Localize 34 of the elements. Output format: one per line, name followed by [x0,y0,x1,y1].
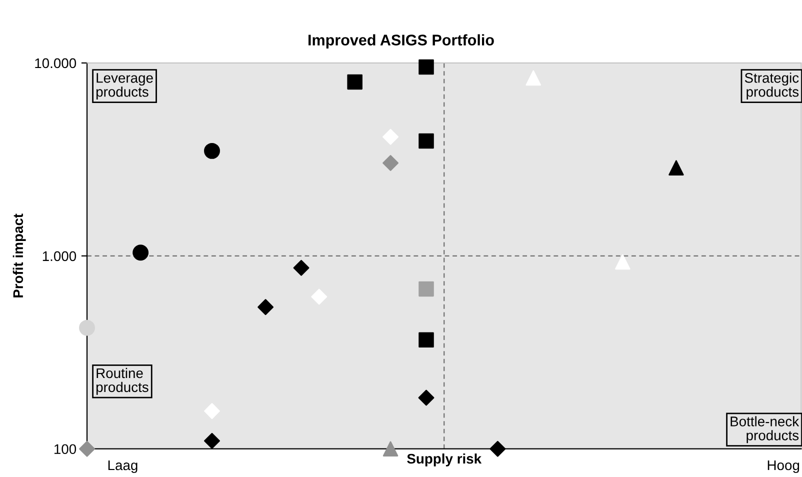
point [204,142,220,159]
annotation: Bottle-neck products [730,416,800,444]
point [418,133,434,149]
x-tick-label: Laag [108,460,138,473]
point [526,70,542,86]
annotation: Routine products [96,368,148,395]
point [311,288,328,305]
point [418,390,434,406]
annotation: Leverage products [96,73,153,100]
point [293,260,310,276]
y-axis-title: Profit impact [12,214,26,298]
x-tick-label: Hoog [768,460,800,473]
point [79,320,95,336]
point [418,59,434,75]
point [79,440,95,457]
y-tick-label: 1.000 [42,251,76,262]
x-axis-title: Supply risk [407,453,482,466]
point [132,244,149,261]
point [347,74,362,90]
point [615,254,630,270]
chart-title: Improved ASIGS Portfolio [308,34,494,48]
y-tick-label: 100 [54,444,76,454]
point [204,403,220,420]
y-tick-label: 10.000 [35,58,76,68]
point [382,155,399,171]
point [382,441,398,456]
point [418,332,434,348]
point [668,160,684,176]
point [490,440,506,457]
point [382,128,399,145]
point [204,432,220,449]
annotation: Strategic products [744,72,799,100]
point [258,299,274,316]
point [418,281,434,297]
